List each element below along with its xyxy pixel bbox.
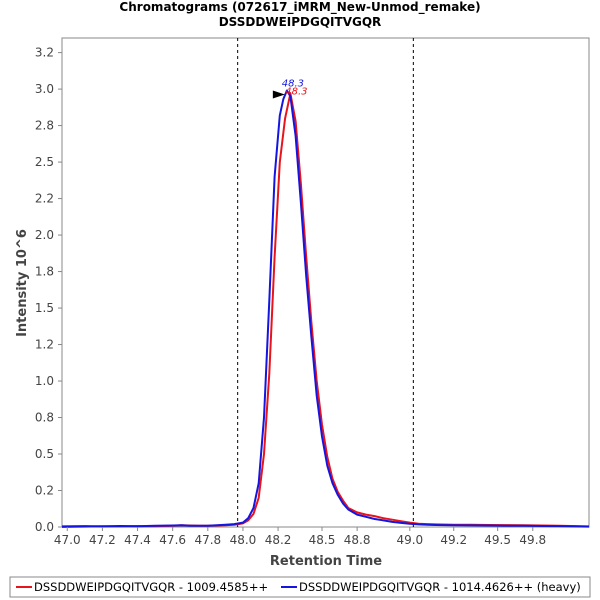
x-tick-label-0: 47.0 [54, 533, 81, 547]
y-tick-label-3: 0.8 [35, 411, 54, 425]
series-line-1 [61, 89, 590, 528]
y-tick-label-5: 1.2 [35, 338, 54, 352]
peak-annotations: 48.348.3 [272, 79, 307, 99]
y-tick-label-13: 3.2 [35, 46, 54, 60]
x-tick-label-1: 47.2 [89, 533, 116, 547]
y-tick-label-9: 2.2 [35, 192, 54, 206]
legend-box [9, 576, 591, 598]
y-axis-ticks: 0.0 0.2 0.5 0.8 1.0 1.2 1.5 1.8 2.0 2.2 2.5 2.8 3.0 3… [35, 46, 62, 534]
chart-title: Chromatograms (072617_iMRM_New-Unmod_rem… [119, 0, 480, 15]
y-tick-label-4: 1.0 [35, 374, 54, 388]
y-tick-label-8: 2.0 [35, 228, 54, 242]
chart-subtitle: DSSDDWEIPDGQITVGQR [219, 15, 382, 29]
x-axis-ticks: 47.0 47.2 47.4 47.6 47.8 48.0 48.2 48.5 48.8 49.0… [54, 527, 546, 547]
y-tick-label-12: 3.0 [35, 82, 54, 96]
peak-marker-triangle [272, 90, 285, 99]
x-tick-label-3: 47.6 [159, 533, 186, 547]
x-tick-label-4: 47.8 [194, 533, 221, 547]
peak-label-1: 48.3 [282, 79, 304, 90]
y-tick-label-11: 2.8 [35, 119, 54, 133]
y-axis-title: Intensity 10^6 [15, 229, 30, 337]
x-tick-label-6: 48.2 [265, 533, 292, 547]
x-tick-label-5: 48.0 [230, 533, 257, 547]
x-tick-label-11: 49.5 [484, 533, 511, 547]
y-tick-label-0: 0.0 [35, 520, 54, 534]
x-tick-label-10: 49.2 [440, 533, 467, 547]
legend-label-heavy: DSSDDWEIPDGQITVGQR - 1014.4626++ (heavy) [299, 580, 581, 594]
y-tick-label-6: 1.5 [35, 301, 54, 315]
y-tick-label-2: 0.5 [35, 447, 54, 461]
x-axis-title: Retention Time [270, 554, 382, 569]
legend-label-light: DSSDDWEIPDGQITVGQR - 1009.4585++ [34, 580, 268, 594]
y-tick-label-1: 0.2 [35, 484, 54, 498]
x-tick-label-9: 49.0 [396, 533, 423, 547]
x-tick-label-7: 48.5 [309, 533, 336, 547]
y-tick-label-10: 2.5 [35, 155, 54, 169]
x-tick-label-8: 48.8 [344, 533, 371, 547]
x-tick-label-2: 47.4 [124, 533, 151, 547]
series-layer [61, 89, 590, 528]
y-tick-label-7: 1.8 [35, 265, 54, 279]
x-tick-label-12: 49.8 [519, 533, 546, 547]
peak-label-0: 48.3 [285, 86, 307, 97]
